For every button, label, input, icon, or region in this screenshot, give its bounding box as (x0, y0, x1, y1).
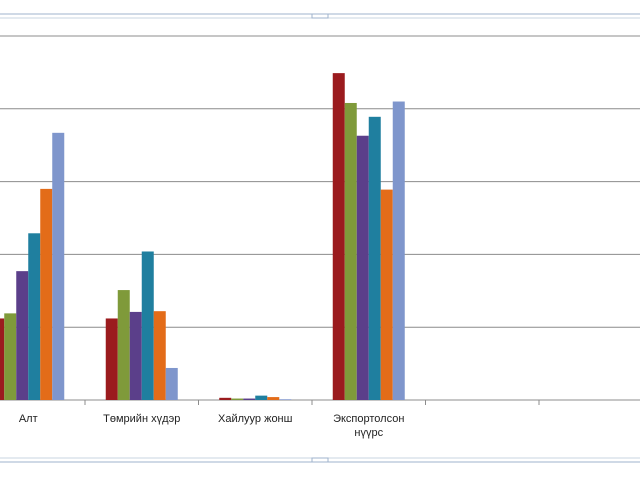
bar (105, 318, 118, 400)
x-tick-label: Экспортолсон нүүрс (333, 413, 405, 439)
bar (141, 251, 154, 400)
bar (0, 318, 5, 400)
bar (40, 188, 53, 400)
bar (52, 132, 65, 400)
bar (165, 367, 178, 400)
bar (368, 116, 381, 401)
bar (267, 397, 280, 400)
bar (231, 398, 244, 400)
bar (255, 395, 268, 400)
x-tick-label: Хайлуур жонш (218, 413, 293, 425)
resize-handle[interactable] (311, 457, 329, 463)
bar (4, 313, 17, 400)
bar (380, 189, 393, 400)
resize-handle[interactable] (311, 13, 329, 19)
bar (332, 73, 345, 401)
bar (344, 102, 357, 400)
bar (129, 311, 142, 400)
bar (356, 135, 369, 400)
bar (219, 397, 232, 400)
bar (243, 398, 256, 400)
bar (279, 399, 292, 400)
bar (153, 311, 166, 400)
x-tick-label: Төмрийн хүдэр (103, 413, 181, 425)
bar (28, 233, 41, 400)
bar (16, 271, 29, 400)
bar (117, 290, 130, 400)
x-tick-label: Алт (18, 413, 38, 425)
bar (392, 101, 405, 401)
